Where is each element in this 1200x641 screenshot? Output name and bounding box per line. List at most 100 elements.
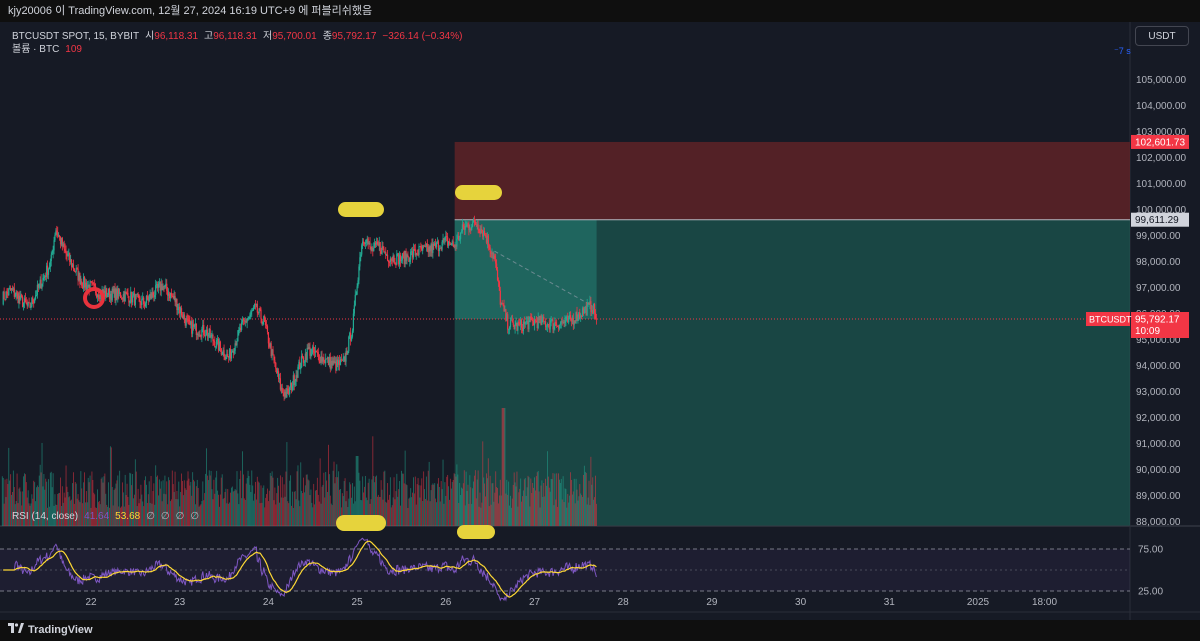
candle-body — [119, 292, 122, 298]
candle-body — [191, 321, 193, 334]
candle-body — [425, 243, 427, 247]
candle-body — [325, 358, 327, 364]
filled-portion — [454, 219, 597, 320]
candle-body — [350, 336, 353, 341]
candle-body — [143, 304, 146, 307]
candle-body — [83, 276, 85, 289]
candle-body — [49, 261, 51, 268]
candle-body — [365, 242, 367, 243]
candle-body — [60, 238, 63, 245]
volume-bar — [387, 483, 389, 526]
volume-bar — [308, 480, 310, 526]
candle-body — [83, 276, 86, 288]
volume-bar — [554, 473, 556, 526]
candle-body — [31, 297, 33, 307]
candle-body — [193, 325, 196, 327]
volume-bar — [538, 491, 540, 526]
volume-bar — [420, 485, 422, 526]
chart-svg[interactable]: 105,000.00 104,000.00 103,000.00 102,000.00… — [0, 22, 1200, 620]
candle-body — [155, 285, 157, 295]
candle-body — [192, 324, 195, 327]
candle-body — [113, 288, 115, 293]
volume-bar — [142, 501, 144, 526]
candle-body — [355, 294, 357, 296]
candle-body — [447, 241, 450, 246]
candle-body — [496, 269, 499, 281]
volume-bar — [415, 504, 417, 526]
candle-body — [415, 253, 417, 256]
long-position-zone[interactable] — [0, 141, 1130, 526]
candles[interactable] — [2, 215, 598, 401]
volume-bar — [297, 465, 299, 526]
candle-body — [54, 234, 56, 241]
candle-body — [440, 248, 442, 250]
candle-body — [482, 231, 484, 237]
candle-body — [414, 249, 416, 256]
candle-body — [334, 361, 336, 363]
footer: TradingView — [0, 620, 1200, 641]
volume-bar — [147, 494, 149, 526]
volume-bar — [365, 497, 367, 526]
volume-bar — [95, 507, 97, 526]
candle-body — [320, 356, 322, 363]
volume-bar — [305, 474, 307, 526]
volume-bar — [58, 493, 60, 526]
candle-body — [591, 310, 593, 313]
volume-bar — [116, 480, 118, 526]
volume-bar — [418, 485, 420, 526]
volume-bar — [414, 476, 416, 526]
drawings[interactable] — [83, 185, 502, 539]
volume-bar — [15, 500, 17, 526]
volume-bar — [345, 501, 347, 526]
volume-bar — [488, 506, 490, 526]
volume-bar — [143, 506, 145, 526]
candle-body — [368, 242, 370, 244]
candle-body — [314, 350, 317, 353]
volume-bar — [30, 503, 32, 526]
volume-bar — [188, 478, 190, 526]
candle-body — [2, 291, 4, 305]
rsi-pane[interactable] — [0, 537, 1130, 602]
candle-body — [539, 316, 541, 321]
chart-area[interactable]: 105,000.00 104,000.00 103,000.00 102,000.00… — [0, 22, 1200, 620]
candle-body — [21, 294, 23, 298]
volume-bar — [73, 503, 75, 526]
candle-body — [571, 317, 573, 322]
candle-body — [158, 282, 160, 284]
volume-bar — [200, 504, 202, 526]
volume-bar — [193, 479, 195, 526]
volume-bar — [150, 475, 152, 526]
price-label: 99,000.00 — [1136, 231, 1181, 242]
title-bar: kjy20006 이 TradingView.com, 12월 27, 2024… — [0, 0, 1200, 22]
candle-body — [207, 334, 209, 337]
volume-bar — [175, 499, 177, 526]
volume-bar — [221, 474, 223, 526]
candle-body — [430, 244, 432, 252]
volume-bar — [388, 499, 389, 526]
volume-bar — [68, 497, 70, 526]
volume-bar — [25, 482, 27, 526]
price-label: 104,000.00 — [1136, 101, 1186, 112]
time-label: 18:00 — [1032, 597, 1057, 608]
candle-body — [535, 320, 537, 323]
candle-body — [352, 313, 355, 331]
candle-body — [337, 359, 339, 365]
currency-button[interactable]: USDT — [1135, 26, 1189, 46]
candle-body — [362, 241, 365, 244]
volume-bar — [134, 459, 136, 526]
rsi-level-label: 75.00 — [1138, 545, 1163, 556]
volume-bar — [521, 501, 523, 526]
candle-body — [442, 238, 444, 242]
volume-bar — [158, 479, 160, 526]
volume-bar — [189, 485, 191, 526]
candle-body — [295, 375, 297, 381]
volume-bar — [211, 489, 213, 526]
volume-bar — [558, 473, 559, 526]
candle-body — [458, 236, 460, 241]
last-price-tag-bg — [1131, 312, 1189, 339]
volume-bar — [170, 499, 172, 526]
candle-body — [144, 303, 147, 307]
volume-bar — [528, 477, 530, 526]
candle-body — [50, 254, 52, 262]
candle-body — [215, 346, 217, 348]
